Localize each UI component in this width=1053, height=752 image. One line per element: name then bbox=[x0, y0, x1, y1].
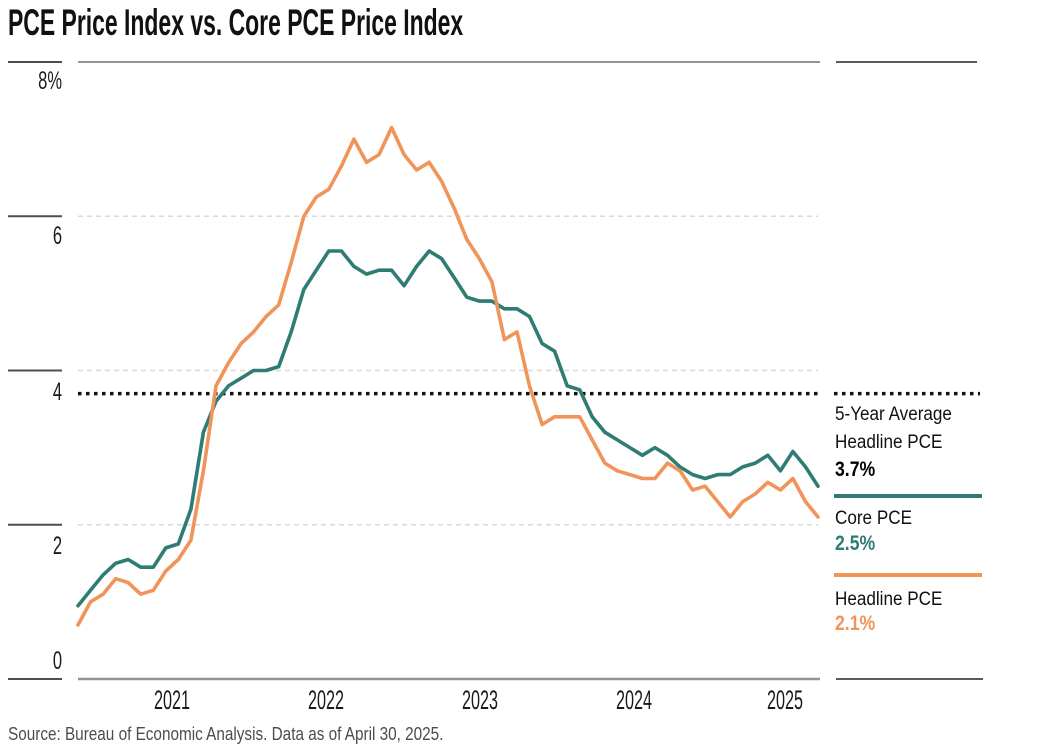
y-axis-label-0: 0 bbox=[52, 647, 62, 675]
legend-average-value: 3.7% bbox=[835, 458, 876, 481]
y-axis-label-8: 8% bbox=[38, 67, 62, 95]
source-note: Source: Bureau of Economic Analysis. Dat… bbox=[8, 724, 444, 744]
series-core-pce bbox=[76, 249, 820, 608]
chart-title: PCE Price Index vs. Core PCE Price Index bbox=[8, 2, 464, 43]
x-axis-label-2023: 2023 bbox=[461, 685, 499, 715]
x-axis-label-2025: 2025 bbox=[766, 685, 804, 715]
x-axis-label-2022: 2022 bbox=[307, 685, 345, 715]
x-axis-label-2024: 2024 bbox=[615, 685, 653, 715]
series-headline-pce bbox=[76, 125, 820, 627]
legend-average-label-line2: Headline PCE bbox=[835, 432, 943, 453]
legend-core-value: 2.5% bbox=[835, 532, 876, 555]
legend-headline-value: 2.1% bbox=[835, 612, 876, 635]
y-axis-label-6: 6 bbox=[52, 222, 62, 250]
legend-average-label-line1: 5-Year Average bbox=[835, 404, 952, 425]
legend-core-label: Core PCE bbox=[835, 508, 912, 529]
x-axis-label-2021: 2021 bbox=[153, 685, 191, 715]
legend-headline-label: Headline PCE bbox=[835, 589, 943, 610]
y-axis-label-4: 4 bbox=[52, 378, 62, 406]
y-axis-label-2: 2 bbox=[52, 532, 62, 560]
